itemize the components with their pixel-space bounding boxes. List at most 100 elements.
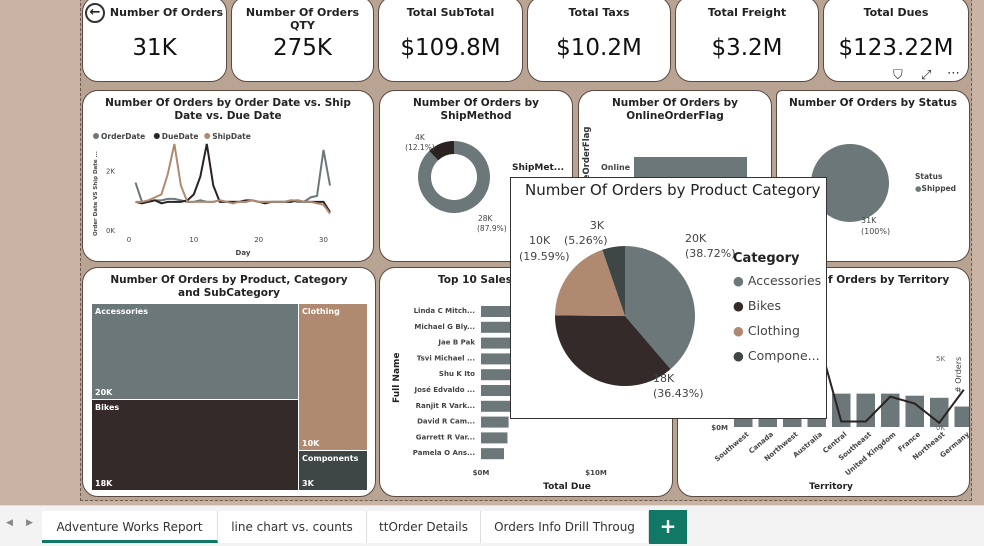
data-label: 4K bbox=[415, 133, 426, 142]
focus-popup-product-category[interactable]: Number Of Orders by Product Category 20K… bbox=[510, 177, 827, 419]
kpi-card[interactable]: Total Taxs $10.2M bbox=[527, 0, 671, 82]
x-tick-label: $0M bbox=[473, 469, 490, 477]
value: 10K bbox=[302, 439, 320, 448]
legend-item[interactable]: ● Compone... bbox=[733, 348, 820, 363]
treemap-clothing[interactable]: Clothing 10K bbox=[299, 304, 367, 450]
legend-label: ShipDate bbox=[212, 132, 251, 141]
bar[interactable] bbox=[481, 385, 522, 396]
kpi-value: $10.2M bbox=[556, 35, 642, 61]
y2-axis-label: # Orders bbox=[954, 357, 963, 393]
y2-tick-label: 5K bbox=[936, 355, 945, 363]
filter-icon[interactable]: ⛉ bbox=[893, 68, 903, 83]
bar[interactable] bbox=[856, 393, 876, 427]
treemap-bikes[interactable]: Bikes 18K bbox=[92, 400, 298, 490]
kpi-value: 31K bbox=[132, 35, 177, 61]
focus-mode-icon[interactable]: ⤢ bbox=[921, 68, 932, 83]
category-label: Garrett R Var... bbox=[416, 433, 475, 441]
legend-marker bbox=[153, 133, 160, 139]
page-tab[interactable]: line chart vs. counts bbox=[218, 511, 367, 543]
kpi-card[interactable]: Number Of Orders 31K bbox=[82, 0, 227, 82]
value: 20K bbox=[95, 388, 113, 397]
page-tab[interactable]: ttOrder Details bbox=[367, 511, 481, 543]
bar[interactable] bbox=[481, 353, 525, 365]
kpi-title: Total Freight bbox=[707, 6, 787, 19]
donut-slice[interactable] bbox=[429, 141, 454, 161]
line-chart: OrderDate DueDate ShipDate 0K 2K 0 10 20 30 Day Or… bbox=[93, 132, 331, 257]
bar[interactable] bbox=[481, 400, 519, 412]
bar[interactable] bbox=[905, 395, 925, 427]
legend-item[interactable]: ●Shipped bbox=[915, 184, 956, 193]
pie-chart: 20K (38.72%) 18K (36.43%) 10K (19.59%) 3K (5.26… bbox=[519, 219, 736, 400]
kpi-value: $123.22M bbox=[838, 35, 954, 61]
kpi-title: Total Taxs bbox=[568, 6, 630, 19]
legend-label: DueDate bbox=[162, 132, 199, 141]
chart-title: Top 10 Sales P bbox=[438, 274, 524, 286]
legend-title: Status bbox=[915, 172, 943, 181]
line-chart-card[interactable]: Number Of Orders by Order Date vs. Ship … bbox=[82, 90, 374, 262]
category-label: Shu K Ito bbox=[439, 370, 475, 378]
donut-slice[interactable] bbox=[418, 141, 490, 213]
kpi-card[interactable]: Number Of Orders QTY 275K bbox=[231, 0, 374, 82]
line-series-ShipDate[interactable] bbox=[135, 143, 331, 215]
treemap-card[interactable]: Number Of Orders by Product, Category an… bbox=[82, 267, 376, 497]
legend-dot: ● bbox=[733, 273, 744, 288]
back-button[interactable]: ← bbox=[85, 3, 105, 23]
y2-tick-label: 0K bbox=[936, 424, 945, 432]
page-tab[interactable]: Adventure Works Report bbox=[42, 511, 218, 543]
bar[interactable] bbox=[634, 157, 747, 177]
y-axis-label: Order Date VS Ship Date ... bbox=[93, 151, 99, 236]
legend-dot: ● bbox=[733, 348, 744, 363]
category-label: Linda C Mitch... bbox=[414, 307, 475, 315]
legend-item[interactable]: ● Clothing bbox=[733, 323, 800, 338]
chart-title: f Orders by Territory bbox=[828, 274, 950, 286]
bar[interactable] bbox=[481, 337, 531, 349]
data-label: 31K (100%) bbox=[861, 215, 890, 237]
bar[interactable] bbox=[481, 432, 508, 444]
bar[interactable] bbox=[481, 306, 539, 317]
label: Bikes bbox=[95, 403, 120, 412]
more-options-icon[interactable]: ⋯ bbox=[947, 66, 960, 81]
treemap-accessories[interactable]: Accessories 20K bbox=[92, 304, 298, 399]
scroll-right-icon[interactable]: ▶ bbox=[26, 518, 33, 528]
legend-item[interactable]: ● Accessories bbox=[733, 273, 821, 288]
treemap-components[interactable]: Components 3K bbox=[299, 451, 367, 490]
page-tabs-bar: ◀ ▶ Adventure Works Report line chart vs.… bbox=[0, 505, 984, 546]
x-tick-label: 10 bbox=[189, 236, 198, 244]
category-label: José Edvaldo ... bbox=[414, 386, 475, 394]
category-label: Michael G Bly... bbox=[414, 323, 475, 331]
bar[interactable] bbox=[481, 448, 504, 460]
add-page-button[interactable]: + bbox=[649, 510, 687, 544]
legend-dot: ● bbox=[915, 184, 922, 193]
legend-title: ShipMet... bbox=[512, 163, 565, 173]
page-tab[interactable]: Orders Info Drill Throug bbox=[481, 511, 649, 543]
kpi-card[interactable]: Total SubTotal $109.8M bbox=[378, 0, 523, 82]
pie-slice[interactable] bbox=[625, 246, 695, 370]
data-percent: (38.72%) bbox=[685, 247, 736, 260]
kpi-title: Number Of Orders QTY bbox=[245, 6, 360, 32]
legend-marker bbox=[93, 133, 99, 139]
kpi-card[interactable]: Total Freight $3.2M bbox=[675, 0, 819, 82]
kpi-value: $3.2M bbox=[711, 35, 783, 61]
y-tick-label: 2K bbox=[106, 168, 115, 176]
label: Accessories bbox=[95, 307, 148, 316]
kpi-title: Number Of Orders bbox=[109, 6, 224, 19]
legend-item[interactable]: ● Bikes bbox=[733, 298, 781, 313]
category-label: Jae B Pak bbox=[437, 339, 475, 347]
x-tick-label: 20 bbox=[254, 236, 263, 244]
percent: (100%) bbox=[861, 227, 891, 236]
bar[interactable] bbox=[481, 369, 524, 381]
category-label: Online bbox=[601, 163, 631, 172]
scroll-left-icon[interactable]: ◀ bbox=[6, 518, 13, 528]
line-series-OrderDate[interactable] bbox=[134, 149, 331, 203]
legend-label: OrderDate bbox=[101, 132, 145, 141]
category-label: Southwest bbox=[713, 430, 751, 463]
pie-slice[interactable] bbox=[555, 249, 625, 316]
bar[interactable] bbox=[954, 406, 971, 427]
pie-slice[interactable] bbox=[555, 315, 671, 386]
pie-slice[interactable] bbox=[602, 246, 625, 316]
kpi-card[interactable]: Total Dues $123.22M bbox=[823, 0, 969, 82]
bar[interactable] bbox=[481, 416, 509, 428]
ship-method-card[interactable]: Number Of Orders by ShipMethod 28K (87.9%… bbox=[379, 90, 573, 262]
data-percent: (87.9%) bbox=[477, 224, 507, 233]
bar[interactable] bbox=[481, 321, 534, 333]
